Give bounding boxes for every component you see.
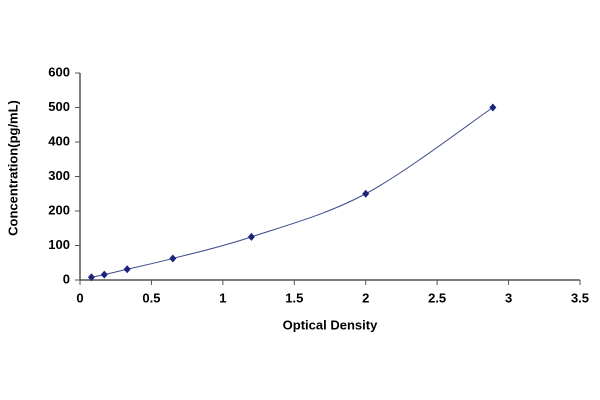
x-tick-label: 1.5 — [285, 290, 303, 305]
x-axis-label: Optical Density — [283, 317, 378, 332]
y-tick-label: 200 — [48, 202, 70, 217]
point — [169, 254, 177, 263]
y-tick-label: 300 — [48, 168, 70, 183]
y-tick-label: 0 — [63, 271, 70, 286]
point — [362, 189, 370, 198]
x-tick-label: 3 — [505, 290, 512, 305]
y-tick-label: 100 — [48, 237, 70, 252]
curve — [91, 107, 494, 278]
x-tick-label: 0.5 — [142, 290, 160, 305]
x-tick-label: 0 — [76, 290, 83, 305]
y-axis-label: Concentration(pg/mL) — [5, 100, 20, 236]
point — [87, 273, 95, 282]
x-tick-label: 3.5 — [571, 290, 589, 305]
y-tick-label: 500 — [48, 99, 70, 114]
x-tick-label: 2 — [362, 290, 369, 305]
x-tick-label: 1 — [219, 290, 226, 305]
point — [247, 232, 255, 241]
y-tick-label: 400 — [48, 133, 70, 148]
point — [489, 103, 497, 112]
y-tick-label: 600 — [48, 64, 70, 79]
point — [123, 265, 131, 274]
point — [100, 270, 108, 279]
x-tick-label: 2.5 — [428, 290, 446, 305]
